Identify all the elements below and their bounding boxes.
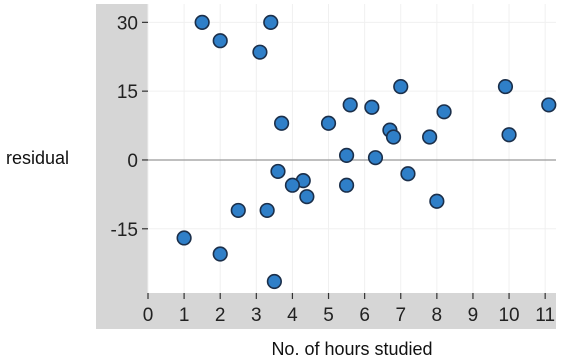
data-point bbox=[252, 44, 268, 60]
data-point bbox=[273, 115, 290, 131]
y-tick-label: 15 bbox=[117, 82, 138, 103]
data-point bbox=[263, 14, 279, 30]
data-point bbox=[422, 129, 438, 145]
data-point bbox=[400, 166, 416, 182]
x-tick-label: 4 bbox=[287, 305, 298, 326]
data-point bbox=[501, 127, 517, 143]
y-tick-label: 30 bbox=[117, 13, 138, 34]
data-point bbox=[497, 78, 514, 95]
x-axis-title: No. of hours studied bbox=[271, 339, 432, 359]
data-point bbox=[230, 202, 246, 219]
data-point bbox=[436, 104, 452, 120]
data-points bbox=[176, 14, 557, 290]
data-point bbox=[338, 177, 355, 193]
x-tick-label: 9 bbox=[468, 305, 479, 326]
y-tick-label: -15 bbox=[111, 220, 138, 241]
data-point bbox=[212, 246, 228, 262]
data-point bbox=[194, 14, 210, 30]
data-point bbox=[270, 163, 286, 180]
data-point bbox=[259, 202, 275, 219]
x-tick-label: 0 bbox=[143, 305, 154, 326]
data-point bbox=[541, 97, 557, 113]
data-point bbox=[342, 97, 358, 113]
x-tick-label: 3 bbox=[251, 305, 262, 326]
x-tick-label: 10 bbox=[498, 305, 519, 326]
data-point bbox=[385, 129, 402, 145]
x-tick-label: 5 bbox=[323, 305, 334, 326]
plot-area bbox=[148, 4, 556, 293]
data-point bbox=[364, 99, 380, 115]
data-point bbox=[299, 189, 315, 205]
data-point bbox=[266, 273, 282, 290]
x-tick-label: 1 bbox=[179, 305, 190, 326]
data-point bbox=[176, 230, 192, 246]
data-point bbox=[429, 193, 445, 209]
x-tick-label: 8 bbox=[432, 305, 443, 326]
y-axis-title: residual bbox=[6, 148, 69, 168]
x-tick-label: 7 bbox=[395, 305, 406, 326]
data-point bbox=[393, 78, 409, 95]
data-point bbox=[284, 177, 301, 193]
x-tick-label: 11 bbox=[535, 305, 555, 326]
y-tick-labels: 30 15 0 -15 bbox=[111, 13, 148, 241]
data-point bbox=[320, 115, 337, 131]
data-point bbox=[212, 33, 228, 49]
x-tick-label: 2 bbox=[215, 305, 226, 326]
y-tick-label: 0 bbox=[127, 151, 138, 172]
x-tick-labels: 0 1 2 3 4 5 6 7 8 9 10 11 bbox=[143, 293, 555, 326]
x-tick-label: 6 bbox=[359, 305, 370, 326]
data-point bbox=[367, 150, 384, 166]
data-point bbox=[338, 147, 355, 163]
